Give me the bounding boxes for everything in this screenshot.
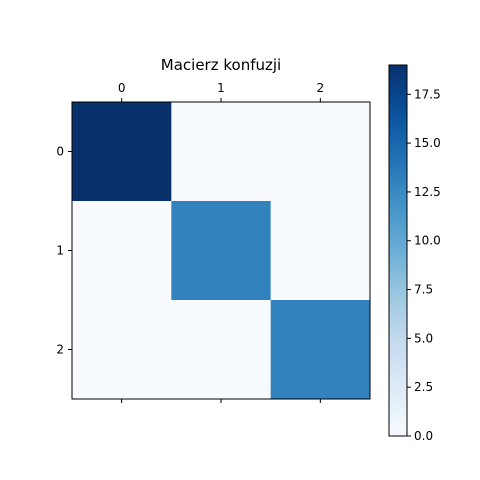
y-tick-label: 2 (56, 343, 64, 357)
colorbar-tick-label: 0.0 (414, 429, 433, 443)
heatmap-cell (270, 300, 371, 400)
x-axis-ticks: 0 1 2 (118, 81, 324, 403)
heatmap-cells (72, 102, 371, 400)
colorbar-tick-label: 15.0 (414, 136, 441, 150)
heatmap-cell (72, 102, 172, 202)
colorbar-tick-label: 7.5 (414, 283, 433, 297)
y-tick-label: 1 (56, 244, 64, 258)
heatmap-cell (72, 300, 172, 400)
heatmap-cell (171, 300, 272, 400)
x-tick-label: 2 (317, 81, 325, 95)
colorbar-tick-label: 12.5 (414, 185, 441, 199)
colorbar-tick-label: 5.0 (414, 331, 433, 345)
chart-title: Macierz konfuzji (161, 56, 281, 74)
colorbar-tick-label: 10.0 (414, 234, 441, 248)
colorbar-tick-label: 17.5 (414, 87, 441, 101)
y-tick-label: 0 (56, 145, 64, 159)
heatmap-cell (270, 201, 371, 301)
colorbar (388, 64, 408, 437)
heatmap-cell (171, 102, 272, 202)
heatmap-cell (171, 201, 272, 301)
colorbar-ticks: 0.0 2.5 5.0 7.5 10.0 12.5 15.0 17.5 (407, 87, 441, 443)
heatmap-cell (72, 201, 172, 301)
x-tick-label: 1 (217, 81, 225, 95)
colorbar-tick-label: 2.5 (414, 380, 433, 394)
x-tick-label: 0 (118, 81, 126, 95)
heatmap-cell (270, 102, 371, 202)
y-axis-ticks: 0 1 2 (56, 145, 72, 357)
